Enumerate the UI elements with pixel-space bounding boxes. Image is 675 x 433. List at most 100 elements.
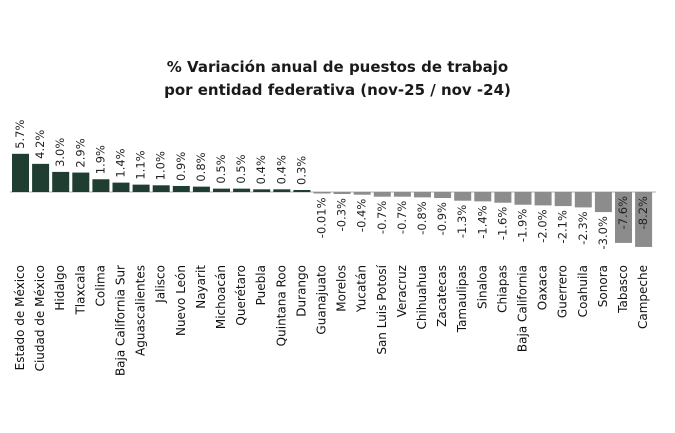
bar — [393, 192, 411, 197]
bar — [172, 185, 190, 192]
data-label: 4.2% — [33, 130, 47, 159]
bar — [132, 184, 150, 192]
bar — [233, 188, 251, 192]
category-label: Guanajuato — [315, 265, 329, 335]
bar — [615, 192, 632, 243]
category-label: Sinaloa — [475, 265, 489, 309]
data-label: 1.9% — [93, 145, 107, 174]
category-label: Tlaxcala — [73, 265, 87, 316]
category-label: Durango — [294, 265, 308, 317]
bar — [454, 192, 472, 201]
bar — [514, 192, 532, 205]
category-label: Veracruz — [395, 265, 409, 317]
category-label: Zacatecas — [435, 265, 449, 327]
data-label: 2.9% — [73, 138, 87, 167]
bar — [213, 188, 230, 192]
category-label: Hidalgo — [53, 265, 67, 311]
data-label: -2.1% — [556, 210, 570, 243]
category-label: Puebla — [254, 265, 268, 305]
chart-title: % Variación anual de puestos de trabajo — [166, 58, 509, 76]
bar — [474, 192, 492, 202]
category-label: Baja California — [516, 265, 530, 352]
data-label: -1.4% — [475, 205, 489, 238]
category-label: Chihuahua — [415, 265, 429, 329]
category-label: Aguascalientes — [134, 265, 148, 356]
category-label: Querétaro — [234, 265, 248, 326]
data-label: 0.3% — [294, 156, 308, 185]
data-label: 1.0% — [154, 151, 168, 180]
data-label: -1.9% — [516, 209, 530, 242]
data-label: 0.4% — [254, 155, 268, 184]
category-label: San Luis Potosí — [375, 264, 389, 354]
bar — [52, 171, 70, 192]
bar — [192, 186, 210, 192]
bar — [313, 192, 331, 194]
bar — [12, 153, 29, 192]
category-label: Colima — [93, 265, 107, 306]
bar — [373, 192, 391, 197]
bar — [72, 172, 90, 192]
data-label: -0.8% — [415, 201, 429, 234]
category-label: Jalisco — [154, 265, 168, 304]
category-label: Nuevo León — [174, 265, 188, 336]
bar — [273, 189, 291, 192]
chart-title-block: % Variación anual de puestos de trabajo … — [0, 56, 675, 102]
bar — [554, 192, 572, 207]
data-label: -7.6% — [616, 196, 630, 229]
data-label: -0.4% — [355, 199, 369, 232]
bar — [353, 192, 371, 195]
category-label: Tamaulipas — [455, 265, 469, 333]
category-label: Baja California Sur — [114, 265, 128, 376]
bar — [534, 192, 552, 206]
category-label: Guerrero — [556, 265, 570, 318]
bar — [112, 182, 130, 192]
data-label: -1.6% — [495, 207, 509, 240]
category-label: Oaxaca — [536, 265, 550, 310]
data-label: 0.9% — [174, 152, 188, 181]
chart-subtitle: por entidad federativa (nov-25 / nov -24… — [164, 81, 511, 99]
data-label: -0.3% — [335, 198, 349, 231]
category-label: Sonora — [596, 265, 610, 307]
bar — [152, 185, 170, 192]
bar — [594, 192, 612, 213]
category-label: Campeche — [636, 265, 650, 329]
data-label: -1.3% — [455, 205, 469, 238]
data-label: 0.8% — [194, 152, 208, 181]
bar — [494, 192, 512, 203]
category-label: Michoacán — [214, 265, 228, 329]
data-label: 3.0% — [53, 138, 67, 167]
data-label: -0.9% — [435, 202, 449, 235]
data-label: 1.4% — [114, 148, 128, 177]
data-label: -0.01% — [315, 197, 329, 238]
data-label: -2.3% — [576, 211, 590, 244]
bar — [574, 192, 592, 208]
data-label: -3.0% — [596, 216, 610, 249]
bar — [293, 189, 311, 192]
bar — [434, 192, 452, 199]
data-label: -8.2% — [636, 196, 650, 229]
category-label: Chiapas — [495, 265, 509, 313]
bar — [253, 189, 271, 192]
category-label: Quintana Roo — [274, 265, 288, 346]
category-label: Ciudad de México — [33, 265, 47, 371]
category-label: Morelos — [335, 265, 349, 312]
bar — [32, 163, 50, 192]
category-label: Tabasco — [616, 265, 630, 314]
bar — [414, 192, 431, 198]
data-label: 0.5% — [234, 154, 248, 183]
bar — [635, 192, 653, 247]
data-label: -0.7% — [375, 201, 389, 234]
data-label: 0.5% — [214, 154, 228, 183]
category-label: Coahuila — [576, 265, 590, 317]
data-label: -0.7% — [395, 201, 409, 234]
category-label: Estado de México — [13, 265, 27, 370]
bar — [333, 192, 351, 195]
data-label: 1.1% — [134, 150, 148, 179]
data-label: 0.4% — [274, 155, 288, 184]
bar — [92, 179, 110, 192]
data-label: 5.7% — [13, 120, 27, 149]
category-label: Yucatán — [355, 265, 369, 313]
data-label: -2.0% — [536, 209, 550, 242]
category-label: Nayarit — [194, 265, 208, 309]
